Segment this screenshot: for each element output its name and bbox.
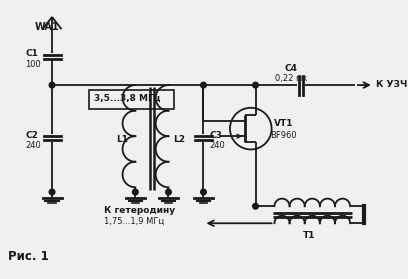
FancyBboxPatch shape <box>89 90 174 109</box>
Text: 1,75...1,9 МГц: 1,75...1,9 МГц <box>104 217 164 226</box>
Text: BF960: BF960 <box>270 131 296 140</box>
Text: T1: T1 <box>303 231 315 240</box>
Text: C3: C3 <box>209 131 222 140</box>
Text: Рис. 1: Рис. 1 <box>8 250 48 263</box>
Text: 240: 240 <box>26 141 41 150</box>
Text: VT1: VT1 <box>273 119 293 128</box>
Text: 0,22 мк: 0,22 мк <box>275 74 308 83</box>
Text: C1: C1 <box>26 49 38 58</box>
Text: WA1: WA1 <box>35 22 60 32</box>
Text: 3,5...3,8 МГц: 3,5...3,8 МГц <box>94 93 160 103</box>
Text: 240: 240 <box>209 141 225 150</box>
Text: L1: L1 <box>116 135 129 144</box>
Circle shape <box>166 189 171 195</box>
Text: C2: C2 <box>26 131 38 140</box>
Text: 100: 100 <box>26 59 41 69</box>
Circle shape <box>49 82 55 88</box>
Text: К гетеродину: К гетеродину <box>104 206 175 215</box>
Circle shape <box>201 82 206 88</box>
Text: L2: L2 <box>173 135 185 144</box>
Circle shape <box>49 189 55 195</box>
Circle shape <box>133 189 138 195</box>
Circle shape <box>253 203 258 209</box>
Circle shape <box>201 189 206 195</box>
Text: К УЗЧ: К УЗЧ <box>376 80 407 89</box>
Circle shape <box>253 82 258 88</box>
Text: C4: C4 <box>285 64 298 73</box>
